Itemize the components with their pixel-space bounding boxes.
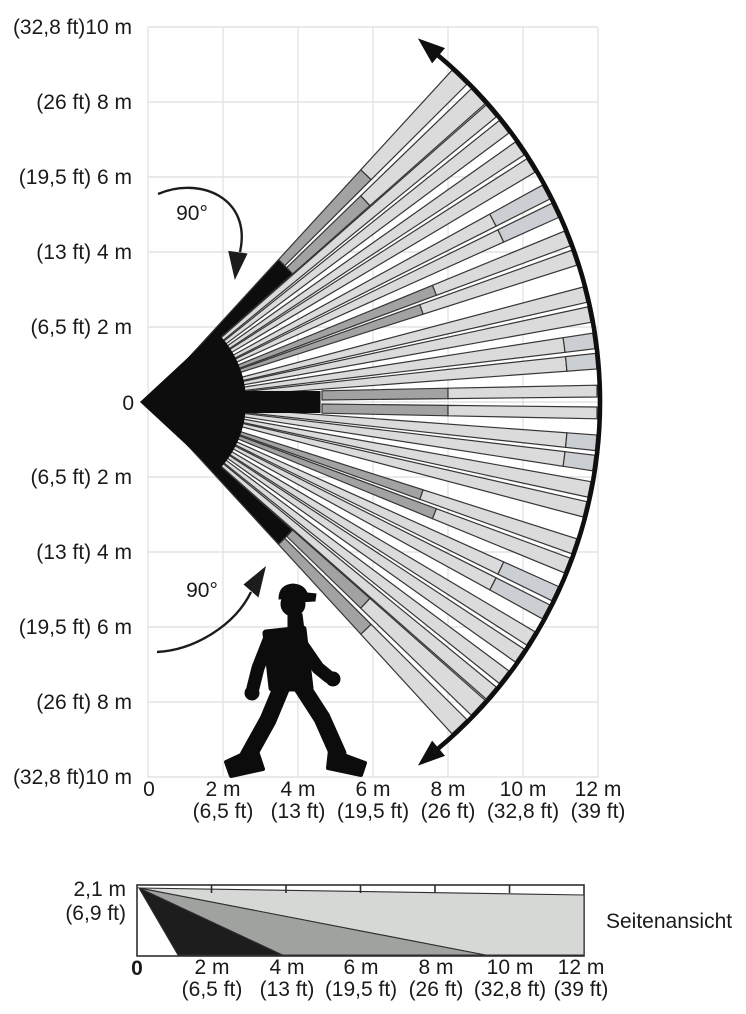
coverage-arc-arrow xyxy=(417,38,603,766)
angle-label-top: 90° xyxy=(176,202,208,225)
arc-arrowhead-icon xyxy=(417,740,445,766)
x-axis-label-m: 4 m xyxy=(280,778,315,801)
beam-segment xyxy=(564,432,598,452)
person-front-leg xyxy=(291,675,347,763)
side-height-label-ft: (6,9 ft) xyxy=(65,902,126,925)
x-axis-label-ft: (32,8 ft) xyxy=(487,800,559,823)
y-axis-label: (19,5 ft) 6 m xyxy=(19,616,132,639)
x-axis-label-m: 8 m xyxy=(430,778,465,801)
y-axis-label: (19,5 ft) 6 m xyxy=(19,166,132,189)
side-x-label-ft: (32,8 ft) xyxy=(474,978,546,1001)
x-axis-label-m: 2 m xyxy=(205,778,240,801)
side-x-label-ft: (19,5 ft) xyxy=(325,978,397,1001)
y-axis-label: (32,8 ft)10 m xyxy=(13,766,132,789)
side-zone-black xyxy=(137,886,283,956)
top-view-y-axis: (32,8 ft)10 m (26 ft) 8 m (19,5 ft) 6 m … xyxy=(13,16,134,789)
y-axis-label: (26 ft) 8 m xyxy=(36,691,132,714)
side-height-label-m: 2,1 m xyxy=(73,878,126,901)
angle-annotation-bottom: 90° xyxy=(156,566,266,654)
central-beam-light-segment xyxy=(447,384,598,400)
x-axis-label-ft: (26 ft) xyxy=(421,800,476,823)
person-back-shoe xyxy=(224,746,265,778)
person-front-arm xyxy=(293,635,336,684)
person-back-hand xyxy=(244,685,260,701)
side-x-label-m: 12 m xyxy=(558,956,605,979)
y-axis-label: (13 ft) 4 m xyxy=(36,541,132,564)
person-back-leg xyxy=(239,675,292,765)
person-front-hand xyxy=(325,671,341,687)
person-back-arm xyxy=(246,633,276,695)
angle-arrow-curve-top xyxy=(157,186,243,253)
y-axis-label: (32,8 ft)10 m xyxy=(13,16,132,39)
person-front-shoe xyxy=(326,748,367,777)
side-view: 2,1 m (6,9 ft) 0 2 m 4 m 6 m 8 m 10 m 12… xyxy=(65,878,732,1001)
y-axis-label: (6,5 ft) 2 m xyxy=(30,316,132,339)
y-axis-label: (26 ft) 8 m xyxy=(36,91,132,114)
y-axis-origin-label: 0 xyxy=(122,392,134,415)
central-beam-light-segment xyxy=(447,404,598,420)
x-axis-label-m: 12 m xyxy=(575,778,622,801)
side-x-label-ft: (26 ft) xyxy=(409,978,464,1001)
side-x-label-m: 10 m xyxy=(487,956,534,979)
beam-segment xyxy=(562,451,596,472)
side-x-label-ft: (13 ft) xyxy=(260,978,315,1001)
x-axis-label-ft: (6,5 ft) xyxy=(193,800,254,823)
side-x-label-m: 4 m xyxy=(269,956,304,979)
beam-segment xyxy=(564,352,598,372)
x-axis-label-m: 0 xyxy=(143,778,155,801)
x-axis-label-ft: (39 ft) xyxy=(571,800,626,823)
beam-segment xyxy=(562,332,596,353)
side-origin-label: 0 xyxy=(131,957,143,980)
y-axis-label: (6,5 ft) 2 m xyxy=(30,466,132,489)
angle-arrowhead-top-icon xyxy=(228,250,248,280)
arc-arrow-line xyxy=(436,53,603,751)
central-beam-mid-segment xyxy=(321,387,449,401)
y-axis-label: (13 ft) 4 m xyxy=(36,241,132,264)
side-x-label-m: 6 m xyxy=(343,956,378,979)
central-beam-mid-segment xyxy=(321,403,449,417)
arc-arrowhead-icon xyxy=(417,38,445,64)
side-x-label-m: 8 m xyxy=(418,956,453,979)
angle-arrow-curve-bottom xyxy=(156,591,253,654)
side-view-title: Seitenansicht xyxy=(606,910,732,933)
x-axis-label-ft: (19,5 ft) xyxy=(337,800,409,823)
side-x-label-m: 2 m xyxy=(194,956,229,979)
angle-label-bottom: 90° xyxy=(186,579,218,602)
x-axis-label-ft: (13 ft) xyxy=(271,800,326,823)
person-silhouette xyxy=(224,583,367,778)
angle-annotation-top: 90° xyxy=(157,186,248,280)
coverage-fan-beams xyxy=(214,69,598,735)
x-axis-label-m: 6 m xyxy=(355,778,390,801)
side-x-label-ft: (39 ft) xyxy=(554,978,609,1001)
side-view-shapes xyxy=(136,884,585,957)
central-beam-black-root xyxy=(228,391,321,413)
angle-arrowhead-bottom-icon xyxy=(243,566,266,598)
sensor-black-zones xyxy=(140,258,321,546)
side-x-label-ft: (6,5 ft) xyxy=(182,978,243,1001)
sensor-origin-black-sector xyxy=(140,331,247,473)
x-axis-label-m: 10 m xyxy=(500,778,547,801)
top-view-x-axis: 0 2 m 4 m 6 m 8 m 10 m 12 m (6,5 ft) (13… xyxy=(143,778,625,823)
